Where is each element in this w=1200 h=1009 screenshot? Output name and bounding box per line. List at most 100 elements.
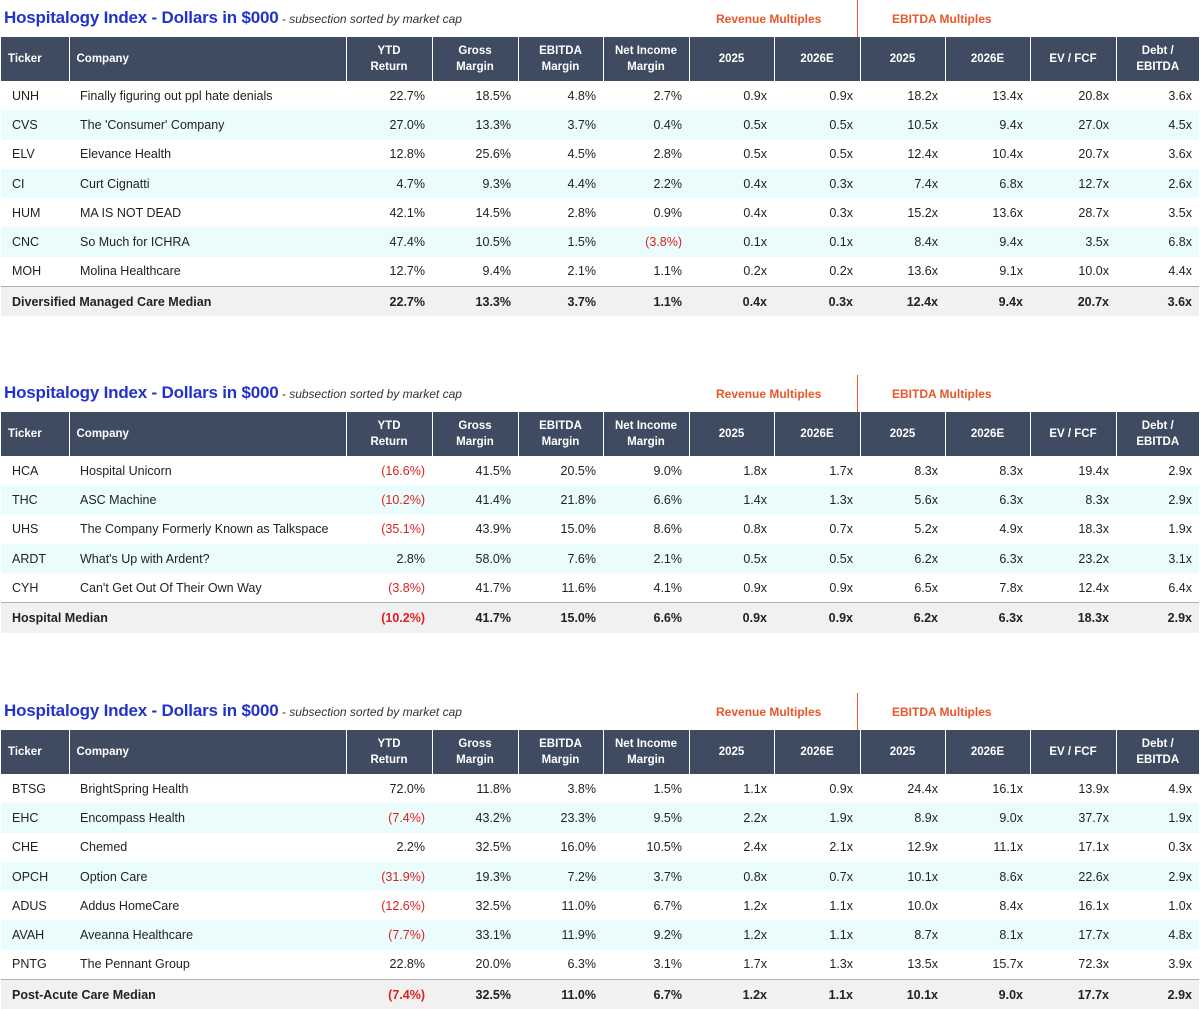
ebitda-2026e-cell: 9.0x — [945, 979, 1030, 1009]
ebitda-margin-cell: 15.0% — [518, 514, 603, 544]
debt-ebitda-cell: 1.0x — [1116, 891, 1199, 921]
ebitda-margin-cell: 3.7% — [518, 110, 603, 140]
table-row: AVAH Aveanna Healthcare (7.7%) 33.1% 11.9% 9.… — [1, 920, 1199, 950]
col-net-line2: Margin — [627, 436, 665, 448]
gross-margin-cell: 58.0% — [432, 543, 518, 574]
median-label-cell: Hospital Median — [1, 602, 346, 633]
col-ebitda-margin: EBITDA Margin — [518, 412, 604, 456]
ytd-return-cell: 12.8% — [346, 139, 432, 169]
ebitda-margin-cell: 16.0% — [518, 832, 603, 862]
group-divider — [857, 0, 858, 37]
col-gross-line1: Gross — [458, 420, 492, 432]
index-title: Hospitalogy Index - Dollars in $000 — [4, 383, 279, 402]
revenue-2026e-cell: 0.9x — [774, 81, 860, 111]
ticker-cell: UNH — [1, 81, 69, 111]
col-gross-margin: Gross Margin — [432, 37, 519, 81]
debt-ebitda-cell: 4.8x — [1116, 920, 1199, 950]
gross-margin-cell: 32.5% — [432, 832, 518, 862]
index-table: Ticker Company YTD Return Gross Margin EBI… — [1, 730, 1199, 1009]
table-row: ARDT What's Up with Ardent? 2.8% 58.0% 7.6% 2… — [1, 543, 1199, 574]
company-cell: What's Up with Ardent? — [69, 543, 346, 574]
company-cell: BrightSpring Health — [69, 774, 346, 804]
ebitda-2026e-cell: 9.1x — [945, 256, 1030, 287]
ytd-return-cell: (12.6%) — [346, 891, 432, 921]
company-cell: Option Care — [69, 861, 346, 892]
table-row: PNTG The Pennant Group 22.8% 20.0% 6.3% 3.1% 1… — [1, 949, 1199, 980]
company-cell: Can't Get Out Of Their Own Way — [69, 573, 346, 603]
table-body: BTSG BrightSpring Health 72.0% 11.8% 3.8% 1.5… — [1, 774, 1199, 1009]
debt-ebitda-cell: 6.4x — [1116, 573, 1199, 603]
table-row: HUM MA IS NOT DEAD 42.1% 14.5% 2.8% 0.9% 0.4x 0… — [1, 198, 1199, 228]
debt-ebitda-cell: 2.6x — [1116, 168, 1199, 199]
col-gross-margin: Gross Margin — [432, 730, 519, 774]
col-gross-margin: Gross Margin — [432, 412, 519, 456]
ebitda-2025-cell: 12.4x — [860, 286, 945, 317]
ebitda-2025-cell: 7.4x — [860, 168, 945, 199]
index-section: Hospitalogy Index - Dollars in $000 - su… — [0, 693, 1200, 1009]
section-title-row: Hospitalogy Index - Dollars in $000 - su… — [0, 693, 1200, 730]
table-row: BTSG BrightSpring Health 72.0% 11.8% 3.8% 1.5… — [1, 774, 1199, 804]
ev-fcf-cell: 37.7x — [1030, 803, 1116, 833]
ebitda-multiples-label: EBITDA Multiples — [892, 387, 992, 401]
col-net-line1: Net Income — [615, 45, 677, 57]
net-income-margin-cell: 2.8% — [603, 139, 689, 169]
debt-ebitda-cell: 1.9x — [1116, 514, 1199, 544]
col-ev-fcf: EV / FCF — [1030, 37, 1117, 81]
revenue-2026e-cell: 1.1x — [774, 891, 860, 921]
ebitda-margin-cell: 21.8% — [518, 485, 603, 515]
ebitda-2025-cell: 10.5x — [860, 110, 945, 140]
table-row: THC ASC Machine (10.2%) 41.4% 21.8% 6.6% 1.4x 1… — [1, 485, 1199, 515]
col-ebitda-line1: EBITDA — [539, 45, 582, 57]
ebitda-2026e-cell: 8.6x — [945, 861, 1030, 892]
ytd-return-cell: 22.7% — [346, 286, 432, 317]
revenue-2025-cell: 0.9x — [689, 573, 774, 603]
debt-ebitda-cell: 3.1x — [1116, 543, 1199, 574]
col-ticker: Ticker — [1, 730, 70, 774]
table-row: EHC Encompass Health (7.4%) 43.2% 23.3% 9.5% 2… — [1, 803, 1199, 833]
revenue-2026e-cell: 1.1x — [774, 920, 860, 950]
revenue-multiples-label: Revenue Multiples — [716, 387, 822, 401]
ticker-cell: THC — [1, 485, 69, 515]
revenue-2025-cell: 1.4x — [689, 485, 774, 515]
index-section: Hospitalogy Index - Dollars in $000 - su… — [0, 375, 1200, 633]
debt-ebitda-cell: 6.8x — [1116, 227, 1199, 257]
net-income-margin-cell: 9.2% — [603, 920, 689, 950]
ebitda-2025-cell: 10.1x — [860, 861, 945, 892]
col-ytd-line2: Return — [370, 754, 408, 766]
net-income-margin-cell: 4.1% — [603, 573, 689, 603]
debt-ebitda-cell: 4.5x — [1116, 110, 1199, 140]
debt-ebitda-cell: 1.9x — [1116, 803, 1199, 833]
revenue-2026e-cell: 0.3x — [774, 286, 860, 317]
ebitda-2026e-cell: 4.9x — [945, 514, 1030, 544]
net-income-margin-cell: 2.1% — [603, 543, 689, 574]
company-cell: Hospital Unicorn — [69, 456, 346, 486]
ticker-cell: ELV — [1, 139, 69, 169]
gross-margin-cell: 41.4% — [432, 485, 518, 515]
ytd-return-cell: 27.0% — [346, 110, 432, 140]
ebitda-margin-cell: 11.9% — [518, 920, 603, 950]
col-ebitda-line2: Margin — [541, 436, 580, 448]
revenue-2026e-cell: 0.5x — [774, 543, 860, 574]
ticker-cell: UHS — [1, 514, 69, 544]
col-ebitda-margin: EBITDA Margin — [518, 730, 604, 774]
ticker-cell: CI — [1, 168, 69, 199]
company-cell: Chemed — [69, 832, 346, 862]
ticker-cell: AVAH — [1, 920, 69, 950]
table-body: UNH Finally figuring out ppl hate denials… — [1, 81, 1199, 317]
gross-margin-cell: 41.7% — [432, 573, 518, 603]
col-gross-line2: Margin — [456, 61, 494, 73]
col-ebitda-2026e: 2026E — [945, 412, 1031, 456]
company-cell: The 'Consumer' Company — [69, 110, 346, 140]
ebitda-margin-cell: 4.8% — [518, 81, 603, 111]
gross-margin-cell: 43.9% — [432, 514, 518, 544]
ytd-return-cell: (7.4%) — [346, 979, 432, 1009]
revenue-2026e-cell: 1.3x — [774, 949, 860, 980]
revenue-2025-cell: 0.8x — [689, 514, 774, 544]
revenue-2026e-cell: 1.1x — [774, 979, 860, 1009]
ebitda-2025-cell: 13.6x — [860, 256, 945, 287]
col-revenue-2025: 2025 — [689, 37, 775, 81]
revenue-multiples-label: Revenue Multiples — [716, 705, 822, 719]
revenue-2026e-cell: 0.5x — [774, 110, 860, 140]
index-subtitle: - subsection sorted by market cap — [278, 12, 462, 26]
revenue-2026e-cell: 1.3x — [774, 485, 860, 515]
